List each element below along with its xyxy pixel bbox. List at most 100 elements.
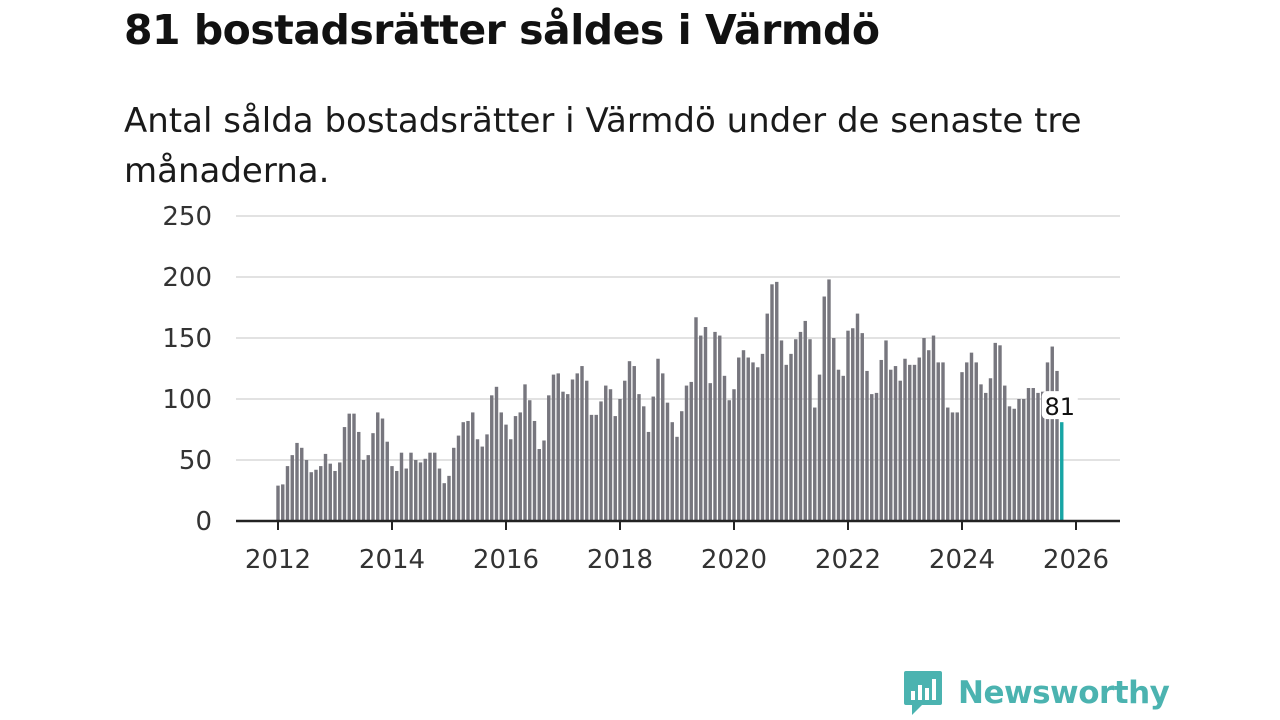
bar — [903, 358, 907, 521]
highlight-label: 81 — [1044, 393, 1075, 421]
bar — [547, 395, 551, 521]
bar — [646, 431, 651, 521]
bar — [599, 401, 603, 521]
bar — [361, 460, 366, 521]
bar — [908, 364, 912, 521]
highlight-label-background — [1041, 391, 1078, 420]
bar — [570, 379, 575, 521]
x-tick-label: 2020 — [701, 545, 767, 575]
bar — [898, 380, 902, 521]
bar — [485, 434, 489, 521]
bar — [442, 483, 446, 521]
bar — [950, 412, 955, 521]
bar — [927, 350, 931, 521]
bar — [537, 449, 541, 521]
bar — [775, 281, 779, 521]
bar — [703, 327, 708, 521]
brand-name: Newsworthy — [958, 675, 1170, 711]
bar — [931, 335, 936, 521]
bar — [879, 359, 883, 521]
bar — [1017, 399, 1021, 521]
bar — [1050, 346, 1054, 521]
bar — [737, 357, 741, 521]
bar — [276, 485, 280, 521]
bar — [841, 375, 845, 521]
bar — [751, 362, 755, 521]
bar — [832, 338, 836, 521]
bar — [452, 447, 456, 521]
bar — [817, 374, 822, 521]
bar — [651, 396, 655, 521]
bar — [433, 452, 437, 521]
bar — [437, 468, 442, 521]
bar — [988, 378, 993, 521]
bar — [504, 424, 508, 521]
bar — [855, 313, 860, 521]
x-tick-label: 2018 — [587, 545, 653, 575]
bar — [347, 413, 351, 521]
bar — [912, 364, 917, 521]
bar — [1022, 399, 1026, 521]
bar — [870, 394, 874, 521]
bar — [998, 345, 1002, 521]
bar — [955, 412, 959, 521]
bar — [1055, 370, 1059, 521]
bar — [851, 328, 855, 521]
bar — [979, 384, 983, 521]
bar — [328, 463, 332, 521]
bar — [884, 340, 888, 521]
bar — [798, 331, 803, 521]
bar — [580, 366, 584, 521]
bar — [518, 412, 522, 521]
bar — [893, 366, 898, 521]
bar — [338, 462, 342, 521]
bar — [960, 372, 964, 521]
bar — [561, 391, 565, 521]
bar — [680, 411, 684, 521]
bar — [760, 353, 765, 521]
bar — [689, 381, 693, 521]
bar — [1026, 388, 1031, 521]
bar — [718, 335, 722, 521]
bar — [447, 475, 451, 521]
bar — [304, 460, 309, 521]
bar — [499, 412, 503, 521]
y-tick-label: 50 — [179, 446, 212, 476]
bar — [509, 439, 513, 521]
bar — [490, 395, 494, 521]
bar — [589, 414, 594, 521]
bar — [352, 413, 356, 521]
bar-chart-speech-bubble-icon — [904, 671, 942, 715]
bar — [608, 389, 613, 521]
bar — [889, 369, 893, 521]
chart-title: 81 bostadsrätter såldes i Värmdö — [124, 6, 880, 54]
bar — [1012, 408, 1016, 521]
bar — [300, 447, 304, 521]
bar — [675, 436, 679, 521]
bar — [969, 352, 974, 521]
bar — [357, 431, 361, 521]
bar — [314, 469, 318, 521]
y-tick-label: 200 — [162, 263, 212, 293]
x-tick-label: 2026 — [1043, 545, 1109, 575]
y-tick-label: 150 — [162, 324, 212, 354]
bar — [993, 342, 997, 521]
bar — [466, 420, 470, 521]
bar — [551, 374, 556, 521]
bar — [789, 353, 793, 521]
bar — [456, 435, 461, 521]
bar — [471, 412, 475, 521]
bar — [741, 350, 746, 521]
chart-subtitle: Antal sålda bostadsrätter i Värmdö under… — [124, 101, 1082, 191]
bar — [684, 385, 689, 521]
bar — [404, 468, 408, 521]
bar — [390, 466, 394, 521]
bar — [637, 394, 641, 521]
bar — [523, 384, 527, 521]
bar — [694, 317, 698, 521]
y-tick-label: 250 — [162, 202, 212, 232]
bar — [765, 313, 769, 521]
bar — [461, 422, 465, 521]
